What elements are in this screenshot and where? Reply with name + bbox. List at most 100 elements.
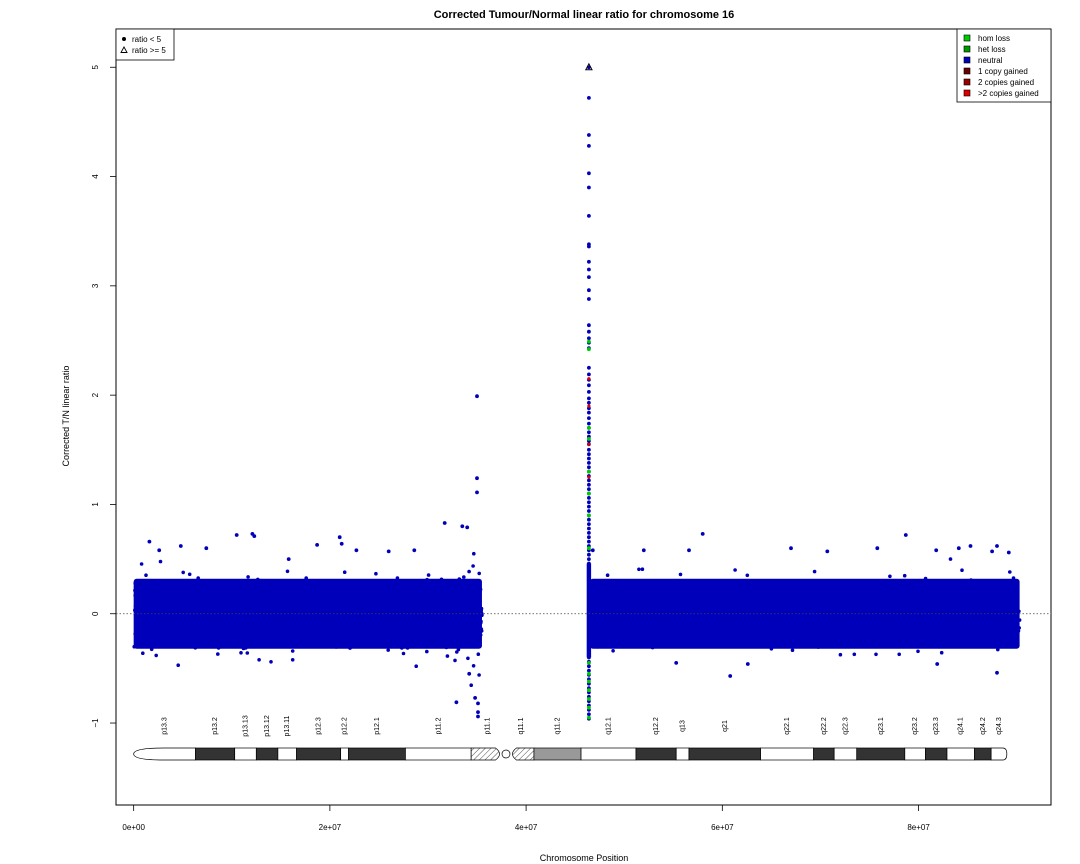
data-point xyxy=(1006,606,1010,611)
data-point xyxy=(1007,590,1012,595)
data-point xyxy=(431,605,436,609)
data-point xyxy=(643,617,647,621)
data-point xyxy=(385,602,389,606)
outlier-point xyxy=(412,548,417,553)
data-point xyxy=(239,606,244,611)
data-point xyxy=(425,615,430,620)
overflow-triangle-point xyxy=(584,62,593,71)
data-point xyxy=(414,640,419,644)
data-point xyxy=(442,585,446,590)
data-point xyxy=(321,614,326,619)
data-point xyxy=(426,573,431,577)
data-point xyxy=(958,608,963,612)
data-point xyxy=(884,598,889,603)
data-point xyxy=(1017,626,1021,630)
centromere-point xyxy=(587,487,591,491)
data-point xyxy=(1008,570,1012,574)
data-point xyxy=(364,621,369,625)
ideogram-band xyxy=(856,747,906,761)
legend-dot-label: ratio < 5 xyxy=(132,35,162,44)
data-point xyxy=(884,595,889,600)
data-point xyxy=(597,583,602,588)
data-point xyxy=(739,633,744,637)
data-point xyxy=(923,576,928,581)
data-point xyxy=(1004,623,1008,628)
data-point xyxy=(825,618,829,623)
data-point xyxy=(407,582,411,587)
data-point xyxy=(199,580,204,585)
data-point xyxy=(643,637,648,641)
legend-label-two-copies-gained: 2 copies gained xyxy=(978,78,1034,87)
data-point xyxy=(943,608,947,613)
outlier-point xyxy=(252,534,257,538)
data-point xyxy=(741,622,746,626)
legend-label-het-loss: het loss xyxy=(978,45,1006,54)
outlier-point xyxy=(234,533,239,537)
data-point xyxy=(605,573,610,577)
ideogram-band xyxy=(195,747,236,761)
hom-loss-point xyxy=(587,688,591,693)
hom-loss-point xyxy=(587,679,591,684)
data-point xyxy=(459,631,464,636)
data-point xyxy=(158,559,163,564)
data-point xyxy=(756,611,760,616)
data-point xyxy=(287,588,291,592)
data-point xyxy=(456,592,460,597)
data-point xyxy=(133,588,137,593)
data-point xyxy=(853,616,858,621)
data-point xyxy=(852,626,857,631)
data-point xyxy=(790,628,794,632)
data-point xyxy=(733,587,737,592)
data-point xyxy=(473,615,478,619)
data-point xyxy=(690,618,695,622)
data-point xyxy=(1008,596,1013,600)
data-point xyxy=(273,617,277,622)
data-point xyxy=(771,632,776,637)
data-point xyxy=(823,598,828,603)
data-point xyxy=(770,638,774,643)
data-point xyxy=(736,584,741,588)
data-point xyxy=(739,641,744,645)
centromere-point xyxy=(587,664,591,669)
outlier-point xyxy=(178,544,183,548)
data-point xyxy=(837,596,841,601)
data-point xyxy=(391,631,395,635)
data-point xyxy=(197,644,202,649)
data-point xyxy=(290,635,294,640)
data-point xyxy=(725,622,730,626)
data-point xyxy=(411,592,415,597)
data-point xyxy=(753,596,758,601)
data-point xyxy=(911,598,915,603)
data-point xyxy=(194,633,198,638)
centromere-point xyxy=(587,329,591,334)
data-point xyxy=(154,599,158,603)
data-point xyxy=(605,607,610,612)
data-point xyxy=(935,590,939,594)
data-point xyxy=(348,616,353,621)
data-point xyxy=(459,593,463,597)
data-point xyxy=(622,624,626,629)
data-point xyxy=(365,627,370,632)
hom-loss-point xyxy=(587,546,591,551)
ideogram-band-label: p13.11 xyxy=(284,715,291,736)
data-point xyxy=(698,589,703,594)
ideogram-band-label: p12.3 xyxy=(316,717,323,735)
data-point xyxy=(950,617,955,622)
centromere-point xyxy=(587,275,591,279)
data-point xyxy=(771,626,775,631)
data-point xyxy=(178,603,183,607)
data-point xyxy=(426,609,431,613)
data-point xyxy=(444,645,449,650)
data-point xyxy=(722,638,726,642)
data-point xyxy=(151,607,155,611)
data-point xyxy=(700,595,704,600)
data-point xyxy=(216,621,221,626)
centromere-point xyxy=(587,133,591,137)
data-point xyxy=(1010,607,1014,611)
data-point xyxy=(775,630,780,634)
data-point xyxy=(724,609,728,614)
data-point xyxy=(337,619,342,624)
data-point xyxy=(367,588,372,593)
data-point xyxy=(642,602,646,606)
data-point xyxy=(213,622,217,626)
